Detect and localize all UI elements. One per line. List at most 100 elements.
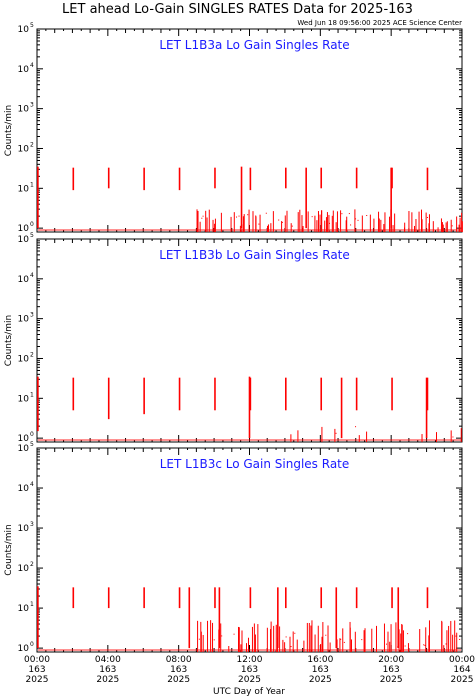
y-tick-exponent: 3 [30, 102, 34, 109]
x-axis-label: UTC Day of Year [213, 687, 285, 697]
data-point [407, 633, 409, 635]
data-series [37, 376, 462, 442]
y-tick-label: 10 [18, 105, 30, 115]
y-tick-label: 10 [18, 444, 30, 454]
y-tick-label: 10 [18, 275, 30, 285]
data-point [265, 212, 267, 214]
figure-timestamp: Wed Jun 18 09:56:00 2025 ACE Science Cen… [297, 19, 462, 27]
y-tick-label: 10 [18, 564, 30, 574]
y-axis-label: Counts/min [4, 315, 14, 366]
data-point [213, 639, 215, 641]
y-tick-exponent: 3 [30, 312, 34, 319]
data-point [350, 224, 352, 226]
data-point [361, 639, 363, 641]
data-point [343, 641, 345, 643]
data-point [329, 222, 331, 224]
x-tick-label: 163 [99, 665, 116, 675]
panel-title: LET L1B3c Lo Gain Singles Rate [160, 457, 350, 471]
y-tick-exponent: 2 [30, 561, 34, 568]
data-point [459, 638, 461, 640]
data-series [37, 166, 463, 232]
data-point [238, 215, 240, 217]
panel-title: LET L1B3b Lo Gain Singles Rate [159, 248, 350, 262]
x-tick-label: 2025 [167, 675, 190, 685]
data-point [233, 633, 235, 635]
data-point [386, 643, 388, 645]
data-point [221, 635, 223, 637]
data-point [325, 634, 327, 636]
x-tick-label: 12:00 [237, 655, 263, 665]
y-tick-label: 10 [18, 315, 30, 325]
y-tick-label: 10 [18, 644, 30, 654]
data-point [424, 644, 426, 646]
y-tick-exponent: 2 [30, 141, 34, 148]
y-tick-label: 10 [18, 604, 30, 614]
y-tick-label: 10 [18, 484, 30, 494]
y-tick-exponent: 4 [30, 62, 34, 69]
data-point [357, 219, 359, 221]
x-tick-label: 2025 [380, 675, 403, 685]
x-tick-label: 2025 [96, 675, 119, 685]
x-tick-label: 00:00 [24, 655, 50, 665]
y-tick-exponent: 5 [30, 441, 34, 448]
data-point [455, 635, 457, 637]
y-tick-exponent: 3 [30, 521, 34, 528]
x-tick-label: 04:00 [95, 655, 121, 665]
x-tick-label: 16:00 [307, 655, 333, 665]
y-tick-label: 10 [18, 354, 30, 364]
data-point [423, 644, 425, 646]
data-series [37, 586, 461, 652]
plot-frame [36, 28, 463, 233]
y-tick-exponent: 4 [30, 272, 34, 279]
data-point [278, 219, 280, 221]
x-tick-label: 163 [383, 665, 400, 675]
y-tick-label: 10 [18, 524, 30, 534]
data-point [426, 216, 428, 218]
y-tick-exponent: 5 [30, 22, 34, 29]
y-tick-exponent: 0 [30, 431, 34, 438]
data-point [285, 636, 287, 638]
x-tick-label: 163 [28, 665, 45, 675]
data-point [247, 214, 249, 216]
x-tick-label: 20:00 [378, 655, 404, 665]
y-axis-label: Counts/min [4, 524, 14, 575]
data-point [290, 646, 292, 648]
y-tick-exponent: 0 [30, 221, 34, 228]
figure-title: LET ahead Lo-Gain SINGLES RATES Data for… [62, 2, 413, 17]
data-point [335, 432, 337, 434]
y-tick-exponent: 1 [30, 391, 34, 398]
y-tick-exponent: 0 [30, 641, 34, 648]
y-tick-label: 10 [18, 65, 30, 75]
y-axis-label: Counts/min [4, 105, 14, 156]
x-tick-label: 00:00 [449, 655, 475, 665]
x-tick-label: 164 [453, 665, 470, 675]
y-tick-label: 10 [18, 394, 30, 404]
y-tick-label: 10 [18, 144, 30, 154]
y-tick-exponent: 1 [30, 601, 34, 608]
y-tick-exponent: 5 [30, 232, 34, 239]
y-tick-label: 10 [18, 184, 30, 194]
y-tick-label: 10 [18, 224, 30, 234]
data-point [340, 638, 342, 640]
data-point [404, 645, 406, 647]
data-point [258, 223, 260, 225]
data-point [452, 436, 454, 438]
data-point [291, 225, 293, 227]
x-tick-label: 2025 [451, 675, 474, 685]
data-point [201, 217, 203, 219]
x-tick-label: 163 [312, 665, 329, 675]
data-point [445, 643, 447, 645]
data-point [202, 215, 204, 217]
data-point [294, 632, 296, 634]
data-point [198, 638, 200, 640]
x-tick-label: 08:00 [166, 655, 192, 665]
y-tick-exponent: 2 [30, 351, 34, 358]
y-tick-label: 10 [18, 434, 30, 444]
data-point [236, 216, 238, 218]
data-point [355, 218, 357, 220]
x-tick-label: 163 [170, 665, 187, 675]
data-point [366, 215, 368, 217]
